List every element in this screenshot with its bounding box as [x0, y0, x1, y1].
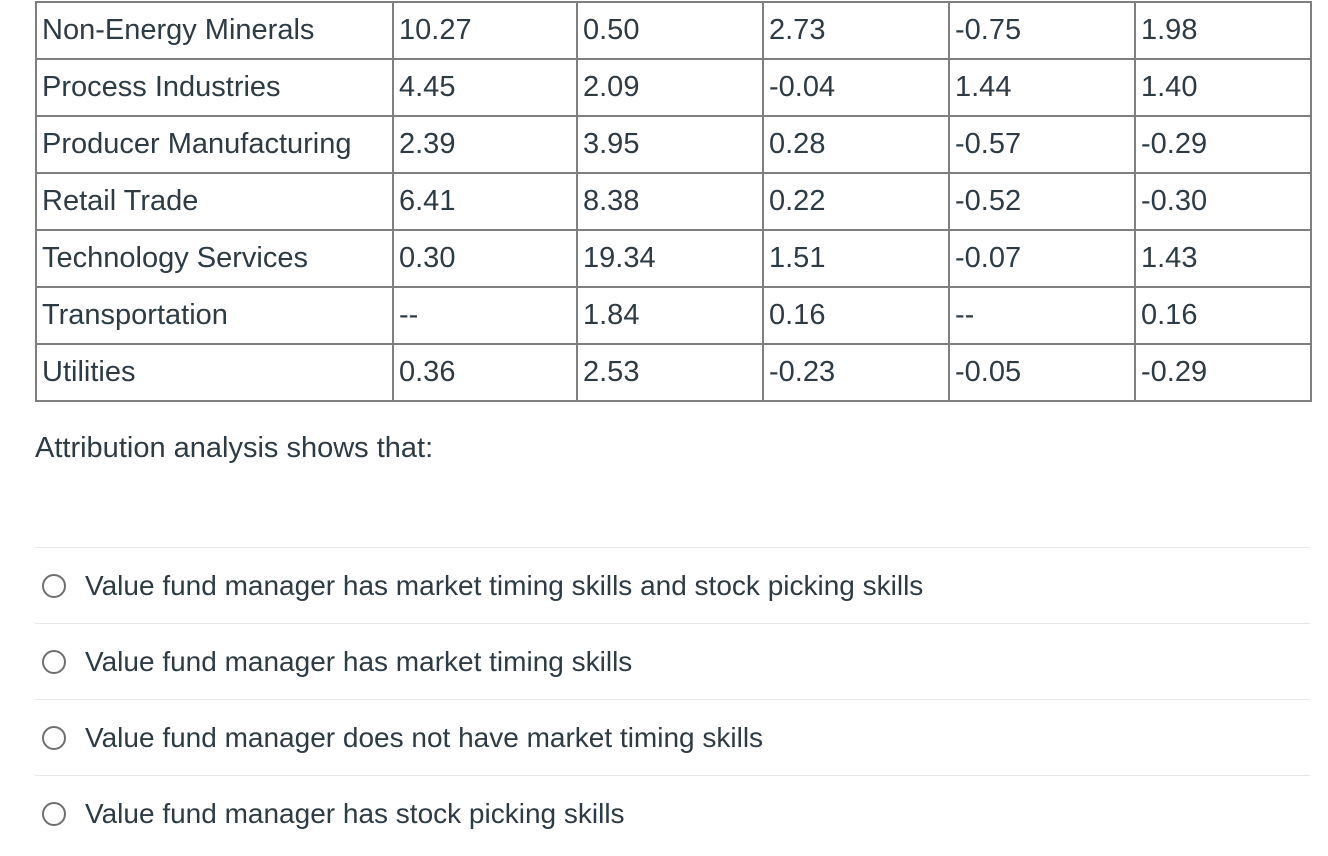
table-cell: 0.16	[1135, 287, 1311, 344]
answer-option-2[interactable]: Value fund manager has market timing ski…	[35, 623, 1310, 699]
sector-attribution-table: Non-Energy Minerals 10.27 0.50 2.73 -0.7…	[35, 1, 1312, 402]
answer-option-label: Value fund manager has market timing ski…	[85, 569, 924, 601]
answer-option-3[interactable]: Value fund manager does not have market …	[35, 699, 1310, 775]
table-cell: --	[393, 287, 577, 344]
table-cell: 8.38	[577, 173, 763, 230]
table-cell: -0.05	[949, 344, 1135, 401]
table-row: Technology Services 0.30 19.34 1.51 -0.0…	[36, 230, 1311, 287]
answer-options-list: Value fund manager has market timing ski…	[35, 547, 1310, 851]
table-cell: 1.43	[1135, 230, 1311, 287]
table-cell: -0.04	[763, 59, 949, 116]
answer-option-1[interactable]: Value fund manager has market timing ski…	[35, 547, 1310, 623]
radio-button-icon[interactable]	[42, 649, 66, 674]
table-cell: 10.27	[393, 2, 577, 59]
table-cell: -0.23	[763, 344, 949, 401]
table-cell: 1.44	[949, 59, 1135, 116]
answer-option-label: Value fund manager has stock picking ski…	[85, 797, 625, 829]
question-prompt: Attribution analysis shows that:	[35, 432, 434, 464]
table-cell: 0.30	[393, 230, 577, 287]
table-cell: 19.34	[577, 230, 763, 287]
table-cell: -0.30	[1135, 173, 1311, 230]
table-row-label: Non-Energy Minerals	[36, 2, 393, 59]
table-cell: 1.51	[763, 230, 949, 287]
table-cell: 6.41	[393, 173, 577, 230]
table-row: Utilities 0.36 2.53 -0.23 -0.05 -0.29	[36, 344, 1311, 401]
table-row-label: Technology Services	[36, 230, 393, 287]
table-cell: 2.09	[577, 59, 763, 116]
table-cell: 3.95	[577, 116, 763, 173]
table-cell: 2.53	[577, 344, 763, 401]
table-cell: 4.45	[393, 59, 577, 116]
table-row-label: Process Industries	[36, 59, 393, 116]
table-cell: 1.84	[577, 287, 763, 344]
table-cell: 1.98	[1135, 2, 1311, 59]
table-row: Process Industries 4.45 2.09 -0.04 1.44 …	[36, 59, 1311, 116]
table-cell: -0.29	[1135, 344, 1311, 401]
radio-button-icon[interactable]	[42, 801, 66, 826]
table-cell: --	[949, 287, 1135, 344]
table-cell: 0.22	[763, 173, 949, 230]
table-row: Retail Trade 6.41 8.38 0.22 -0.52 -0.30	[36, 173, 1311, 230]
table-row-label: Transportation	[36, 287, 393, 344]
answer-option-label: Value fund manager has market timing ski…	[85, 645, 633, 677]
table-cell: 1.40	[1135, 59, 1311, 116]
table-cell: -0.57	[949, 116, 1135, 173]
table-row: Producer Manufacturing 2.39 3.95 0.28 -0…	[36, 116, 1311, 173]
table-row: Non-Energy Minerals 10.27 0.50 2.73 -0.7…	[36, 2, 1311, 59]
answer-option-label: Value fund manager does not have market …	[85, 721, 764, 753]
table-row: Transportation -- 1.84 0.16 -- 0.16	[36, 287, 1311, 344]
table-cell: -0.75	[949, 2, 1135, 59]
table-row-label: Retail Trade	[36, 173, 393, 230]
table-cell: 2.73	[763, 2, 949, 59]
table-cell: -0.52	[949, 173, 1135, 230]
table-cell: 0.28	[763, 116, 949, 173]
table-row-label: Producer Manufacturing	[36, 116, 393, 173]
table-cell: -0.07	[949, 230, 1135, 287]
table-cell: 0.50	[577, 2, 763, 59]
answer-option-4[interactable]: Value fund manager has stock picking ski…	[35, 775, 1310, 851]
table-cell: 0.16	[763, 287, 949, 344]
table-cell: 2.39	[393, 116, 577, 173]
table-row-label: Utilities	[36, 344, 393, 401]
radio-button-icon[interactable]	[42, 573, 66, 598]
radio-button-icon[interactable]	[42, 725, 66, 750]
table-cell: 0.36	[393, 344, 577, 401]
table-cell: -0.29	[1135, 116, 1311, 173]
